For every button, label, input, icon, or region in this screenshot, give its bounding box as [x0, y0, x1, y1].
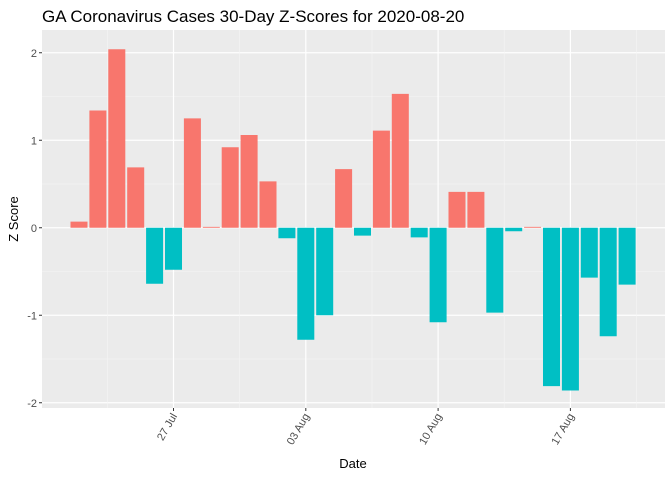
x-tick-label: 03 Aug [285, 412, 313, 448]
panel [42, 30, 665, 408]
bar [448, 191, 466, 228]
bar [164, 227, 183, 270]
bar [259, 181, 277, 228]
y-tick-label: 1 [31, 135, 37, 147]
bar [599, 227, 617, 337]
bars [70, 49, 636, 391]
y-axis-title: Z Score [6, 196, 21, 242]
bar [70, 221, 88, 228]
x-tick-label: 10 Aug [417, 412, 445, 448]
bar [618, 227, 636, 285]
bar [316, 227, 334, 316]
bar [410, 227, 428, 238]
bar [524, 226, 542, 228]
bar [353, 227, 372, 236]
bar [297, 227, 315, 340]
bar [202, 226, 220, 228]
bar [561, 227, 579, 391]
bar [89, 110, 107, 228]
bar [146, 227, 164, 284]
chart-title: GA Coronavirus Cases 30-Day Z-Scores for… [42, 7, 464, 26]
bar [240, 135, 258, 228]
x-axis-title: Date [339, 456, 366, 471]
x-tick-label: 27 Jul [155, 412, 180, 443]
bar [335, 169, 353, 228]
bar [542, 227, 561, 387]
bar [127, 167, 145, 228]
bar [486, 227, 504, 313]
x-tick-label: 17 Aug [549, 412, 577, 448]
bar [580, 227, 598, 278]
bar [278, 227, 296, 239]
bar [391, 93, 409, 228]
y-tick-label: 2 [31, 48, 37, 60]
bar [505, 227, 523, 232]
bar [108, 49, 126, 228]
y-tick-label: 0 [31, 223, 37, 235]
y-tick-label: -2 [27, 398, 37, 410]
bar [467, 191, 485, 228]
bar [221, 147, 239, 228]
bar [429, 227, 447, 323]
y-tick-label: -1 [27, 310, 37, 322]
grid [42, 30, 665, 408]
bar [372, 130, 390, 228]
bar [183, 118, 201, 228]
